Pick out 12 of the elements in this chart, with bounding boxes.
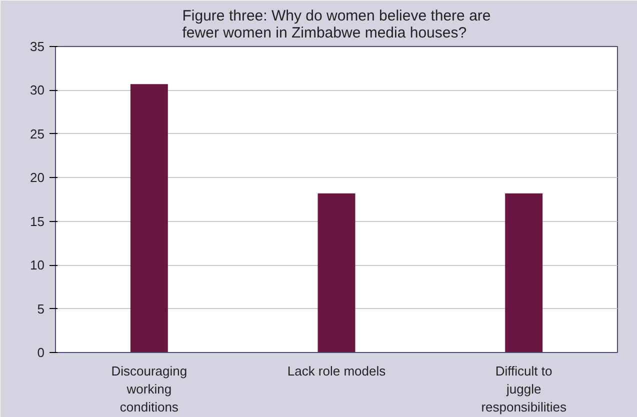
chart-title: Figure three: Why do women believe there are fewer women in Zimbabwe media houses? — [182, 8, 491, 42]
y-tick-label: 0 — [37, 345, 45, 360]
x-tick-label: Difficult to juggle responsibilities — [481, 364, 567, 414]
y-tick-label: 30 — [30, 82, 45, 98]
y-tick-label: 10 — [30, 258, 45, 273]
x-tick-label: Discouraging working conditions — [111, 364, 188, 414]
y-tick-label: 35 — [30, 39, 45, 54]
y-tick-label: 5 — [37, 301, 45, 316]
y-tick-label: 25 — [30, 126, 45, 142]
x-tick-label: Lack role models — [287, 364, 386, 378]
y-tick-label: 20 — [30, 170, 45, 186]
y-tick-label: 15 — [30, 214, 45, 229]
